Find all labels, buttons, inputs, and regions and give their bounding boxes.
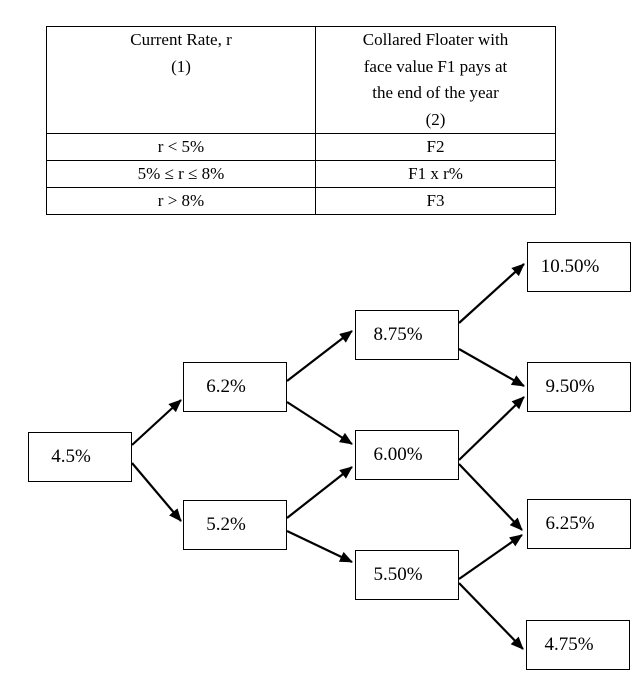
tree-node-root-4-5: 4.5%: [28, 432, 132, 482]
table-row: 5% ≤ r ≤ 8% F1 x r%: [46, 160, 556, 188]
arrow-5-2-to-6-00: [286, 466, 353, 519]
arrow-6-2-to-6-00: [286, 401, 353, 445]
tree-node-ud-6-00: 6.00%: [355, 430, 459, 480]
table-cell-rate-condition: 5% ≤ r ≤ 8%: [46, 160, 316, 188]
table-row: r > 8% F3: [46, 187, 556, 215]
arrow-6-00-to-6-25: [458, 463, 523, 531]
tree-node-ddd-4-75: 4.75%: [526, 620, 630, 670]
table-header-row: Current Rate, r (1) Collared Floater wit…: [46, 26, 556, 134]
table-cell-rate-condition: r < 5%: [46, 133, 316, 161]
arrow-8-75-to-9-50: [458, 348, 525, 387]
arrow-5-2-to-5-50: [286, 530, 353, 563]
table-header-current-rate: Current Rate, r (1): [46, 26, 316, 134]
arrow-6-2-to-8-75: [286, 330, 353, 382]
tree-node-up-6-2: 6.2%: [183, 362, 287, 412]
header-line: (2): [425, 109, 446, 129]
header-line: Current Rate, r: [130, 30, 232, 49]
header-line: (1): [171, 56, 191, 76]
arrow-4-5-to-6-2: [131, 399, 182, 446]
collared-floater-table: Current Rate, r (1) Collared Floater wit…: [46, 26, 556, 215]
table-cell-payment: F3: [315, 187, 556, 215]
table-cell-rate-condition: r > 8%: [46, 187, 316, 215]
arrow-8-75-to-10-50: [458, 263, 525, 324]
table-cell-payment: F1 x r%: [315, 160, 556, 188]
header-line: face value F1 pays at: [363, 56, 508, 76]
header-line: Collared Floater with: [362, 30, 509, 49]
table-cell-payment: F2: [315, 133, 556, 161]
arrow-6-00-to-9-50: [458, 396, 525, 461]
table-header-collared-floater: Collared Floater with face value F1 pays…: [315, 26, 556, 134]
arrow-5-50-to-6-25: [458, 534, 523, 580]
tree-node-uu-8-75: 8.75%: [355, 310, 459, 360]
header-line: the end of the year: [372, 83, 499, 102]
tree-node-dd-5-50: 5.50%: [355, 550, 459, 600]
tree-node-udd-6-25: 6.25%: [527, 499, 631, 549]
arrow-5-50-to-4-75: [458, 582, 524, 650]
tree-node-uud-9-50: 9.50%: [527, 362, 631, 412]
tree-node-uuu-10-50: 10.50%: [527, 242, 631, 292]
tree-node-down-5-2: 5.2%: [183, 500, 287, 550]
table-row: r < 5% F2: [46, 133, 556, 161]
arrow-4-5-to-5-2: [131, 462, 182, 522]
